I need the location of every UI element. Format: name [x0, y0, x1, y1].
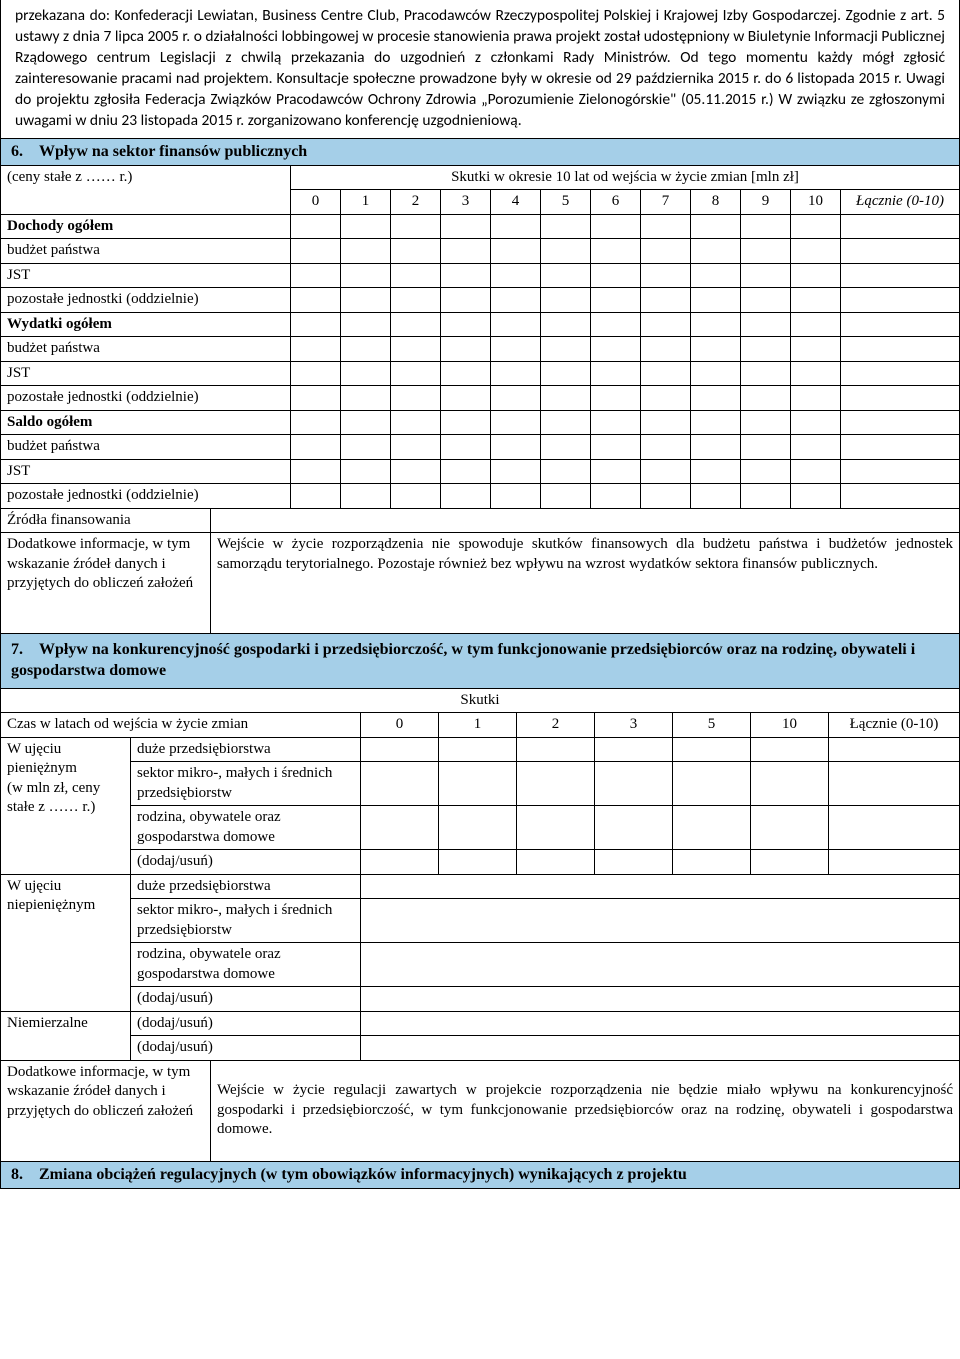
- section-6-footer-table: Źródła finansowania Dodatkowe informacje…: [0, 509, 960, 635]
- row-label: pozostałe jednostki (oddzielnie): [1, 288, 291, 313]
- year-col: 10: [791, 190, 841, 215]
- year-col: 1: [439, 713, 517, 738]
- year-col: 3: [595, 713, 673, 738]
- subrow-label: (dodaj/usuń): [131, 850, 361, 875]
- subrow-label: rodzina, obywatele oraz gospodarstwa dom…: [131, 943, 361, 987]
- group-label: Niemierzalne: [1, 1011, 131, 1060]
- year-col: 5: [673, 713, 751, 738]
- section-6-header: 6. Wpływ na sektor finansów publicznych: [0, 139, 960, 166]
- dodatkowe-text: Wejście w życie rozporządzenia nie spowo…: [211, 533, 960, 634]
- year-col: 0: [291, 190, 341, 215]
- row-label: Saldo ogółem: [1, 410, 291, 435]
- document-page: przekazana do: Konfederacji Lewiatan, Bu…: [0, 0, 960, 1189]
- dodatkowe-text: Wejście w życie regulacji zawartych w pr…: [211, 1061, 960, 1162]
- row-label: budżet państwa: [1, 239, 291, 264]
- lacznie-col: Łącznie (0-10): [829, 713, 960, 738]
- lacznie-col: Łącznie (0-10): [841, 190, 960, 215]
- subrow-label: sektor mikro-, małych i średnich przedsi…: [131, 762, 361, 806]
- row-label: budżet państwa: [1, 435, 291, 460]
- ceny-stale-label: (ceny stałe z …… r.): [1, 166, 291, 215]
- subrow-label: rodzina, obywatele oraz gospodarstwa dom…: [131, 806, 361, 850]
- row-label: JST: [1, 459, 291, 484]
- year-col: 7: [641, 190, 691, 215]
- row-label: pozostałe jednostki (oddzielnie): [1, 386, 291, 411]
- section-7-header: 7. Wpływ na konkurencyjność gospodarki i…: [0, 634, 960, 689]
- subrow-label: sektor mikro-, małych i średnich przedsi…: [131, 899, 361, 943]
- row-label: pozostałe jednostki (oddzielnie): [1, 484, 291, 509]
- year-col: 5: [541, 190, 591, 215]
- section-8-header: 8. Zmiana obciążeń regulacyjnych (w tym …: [0, 1162, 960, 1189]
- intro-paragraph: przekazana do: Konfederacji Lewiatan, Bu…: [0, 0, 960, 139]
- section-7-table: Skutki Czas w latach od wejścia w życie …: [0, 689, 960, 1061]
- dodatkowe-label: Dodatkowe informacje, w tym wskazanie źr…: [1, 1061, 211, 1162]
- section-6-table: (ceny stałe z …… r.) Skutki w okresie 10…: [0, 166, 960, 509]
- row-label: Wydatki ogółem: [1, 312, 291, 337]
- row-label: JST: [1, 361, 291, 386]
- subrow-label: (dodaj/usuń): [131, 987, 361, 1012]
- subrow-label: duże przedsiębiorstwa: [131, 737, 361, 762]
- section-7-footer-table: Dodatkowe informacje, w tym wskazanie źr…: [0, 1061, 960, 1162]
- subrow-label: (dodaj/usuń): [131, 1036, 361, 1061]
- year-col: 4: [491, 190, 541, 215]
- subrow-label: duże przedsiębiorstwa: [131, 874, 361, 899]
- year-col: 8: [691, 190, 741, 215]
- czas-label: Czas w latach od wejścia w życie zmian: [1, 713, 361, 738]
- skutki-header: Skutki w okresie 10 lat od wejścia w życ…: [291, 166, 960, 190]
- year-col: 6: [591, 190, 641, 215]
- row-label: JST: [1, 263, 291, 288]
- row-label: Dochody ogółem: [1, 214, 291, 239]
- group-label: W ujęciu niepieniężnym: [1, 874, 131, 1011]
- skutki-label: Skutki: [1, 689, 960, 713]
- year-col: 9: [741, 190, 791, 215]
- row-label: budżet państwa: [1, 337, 291, 362]
- group-label: W ujęciu pieniężnym (w mln zł, ceny stał…: [1, 737, 131, 874]
- year-col: 1: [341, 190, 391, 215]
- year-col: 10: [751, 713, 829, 738]
- year-col: 2: [391, 190, 441, 215]
- zrodla-value: [211, 509, 960, 533]
- zrodla-label: Źródła finansowania: [1, 509, 211, 533]
- year-col: 3: [441, 190, 491, 215]
- subrow-label: (dodaj/usuń): [131, 1011, 361, 1036]
- dodatkowe-label: Dodatkowe informacje, w tym wskazanie źr…: [1, 533, 211, 634]
- year-col: 0: [361, 713, 439, 738]
- year-col: 2: [517, 713, 595, 738]
